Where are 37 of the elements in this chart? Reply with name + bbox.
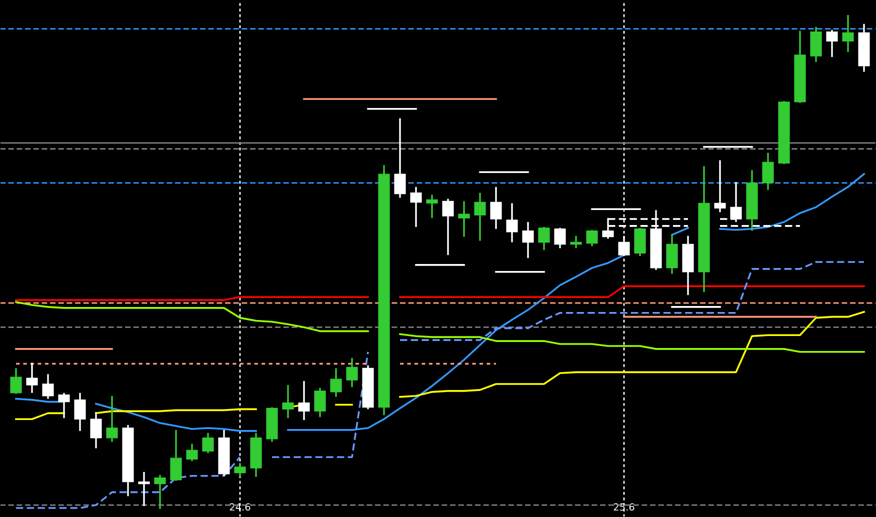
candlestick (170, 429, 182, 482)
candlestick (202, 432, 214, 454)
candlestick (714, 159, 726, 213)
candlestick (666, 234, 678, 275)
candlestick (10, 367, 22, 395)
candlestick (346, 357, 358, 388)
candlestick (234, 462, 246, 478)
candlestick (282, 384, 294, 419)
candlestick (106, 395, 118, 443)
candlestick (762, 152, 774, 191)
candlestick (490, 186, 502, 230)
candlestick (330, 367, 342, 398)
candlestick (458, 200, 470, 238)
candlestick (26, 362, 38, 394)
candlestick (298, 380, 310, 421)
candlestick (426, 194, 438, 219)
candlestick (314, 387, 326, 418)
candlestick (618, 234, 630, 257)
candlestick (522, 221, 534, 259)
candlestick (474, 192, 486, 242)
candlestick (570, 234, 582, 250)
candlestick (138, 471, 150, 507)
candlestick (554, 227, 566, 250)
candlestick (394, 117, 406, 199)
candlestick (74, 392, 86, 432)
candlestick (842, 14, 854, 53)
candlestick (538, 226, 550, 251)
candlestick (42, 373, 54, 400)
candlestick (90, 411, 102, 450)
candlestick (186, 442, 198, 462)
candlestick (154, 474, 166, 510)
candlestick (506, 202, 518, 244)
candlestick (410, 186, 422, 228)
candlestick (586, 229, 598, 248)
candlestick (826, 28, 838, 58)
candlestick (58, 392, 70, 419)
candlestick (442, 198, 454, 256)
